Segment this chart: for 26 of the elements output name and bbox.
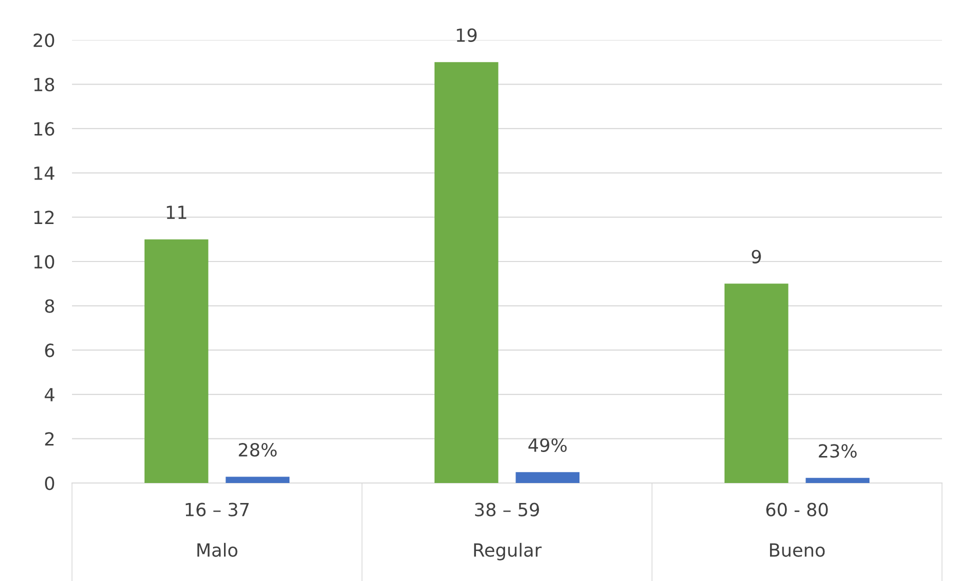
- y-tick-label: 2: [45, 432, 54, 446]
- bar: [516, 472, 580, 483]
- bar: [144, 239, 208, 483]
- data-label: 19: [456, 28, 477, 42]
- bar: [724, 284, 788, 483]
- data-label: 28%: [238, 442, 277, 457]
- y-tick-label: 4: [44, 388, 54, 402]
- data-label: 49%: [528, 438, 567, 452]
- data-label: 11: [166, 206, 186, 219]
- y-tick-label: 10: [34, 254, 54, 269]
- bar: [226, 476, 290, 483]
- bar: [434, 62, 498, 483]
- y-tick-label: 20: [34, 33, 54, 48]
- category-label: 16 – 37 Malo: [186, 502, 249, 557]
- y-tick-label: 12: [34, 210, 54, 224]
- category-label: 38 – 59 Regular: [474, 502, 542, 560]
- data-label: 9: [752, 250, 761, 264]
- y-tick-label: 8: [45, 299, 54, 313]
- y-tick-label: 6: [45, 344, 54, 358]
- bar: [806, 478, 870, 483]
- category-label: 60 - 80 Bueno: [766, 502, 828, 557]
- y-tick-label: 16: [34, 122, 54, 136]
- y-tick-label: 0: [45, 476, 54, 490]
- y-tick-label: 14: [34, 166, 54, 180]
- data-label: 23%: [818, 444, 857, 458]
- y-tick-label: 18: [34, 78, 54, 92]
